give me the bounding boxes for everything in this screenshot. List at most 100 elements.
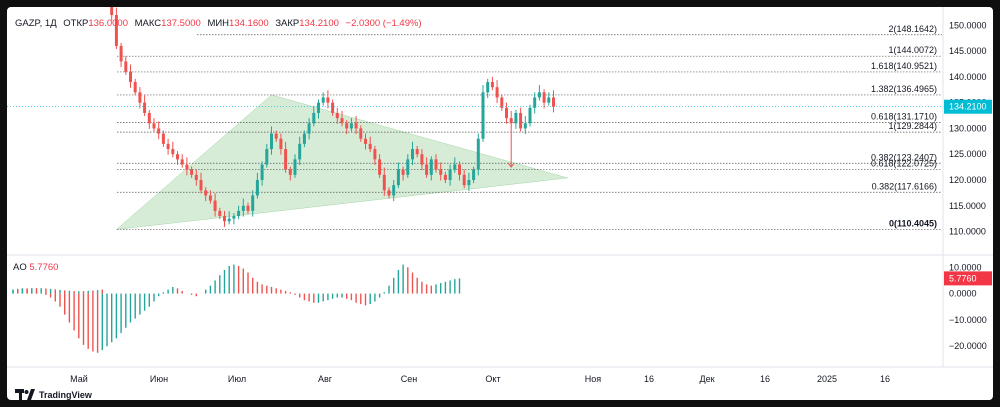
- candle-body: [284, 149, 288, 170]
- low-value: 134.1600: [229, 18, 269, 29]
- candle-body: [185, 164, 189, 170]
- candle-body: [552, 97, 555, 107]
- candle-body: [274, 133, 278, 139]
- candle-body: [157, 128, 161, 134]
- candle-body: [509, 118, 513, 124]
- candle-body: [270, 133, 273, 150]
- candle-body: [340, 118, 344, 124]
- ao-tick-label: −20.0000: [949, 341, 987, 351]
- candle-body: [317, 102, 320, 113]
- time-tick-label: 16: [760, 374, 770, 384]
- ao-tick-label: −10.0000: [949, 315, 987, 325]
- candle-body: [490, 82, 494, 88]
- fib-level-label: 0.382(117.6166): [872, 181, 937, 191]
- candle-body: [439, 169, 443, 175]
- candle-body: [133, 82, 137, 93]
- candle-body: [143, 102, 147, 113]
- candle-body: [161, 133, 165, 144]
- candle-body: [331, 102, 335, 113]
- candle-body: [119, 45, 123, 62]
- candle-body: [129, 71, 132, 83]
- price-tick-label: 130.0000: [949, 123, 987, 133]
- candle-body: [265, 149, 269, 165]
- candle-body: [500, 97, 504, 108]
- candle-body: [462, 174, 466, 186]
- candle-body: [349, 123, 353, 129]
- candle-body: [114, 15, 118, 46]
- candle-body: [476, 138, 480, 170]
- candle-body: [208, 195, 212, 201]
- candle-body: [255, 179, 259, 196]
- candle-body: [453, 164, 457, 170]
- candle-body: [335, 112, 339, 119]
- candle-body: [537, 92, 541, 98]
- candle-body: [171, 149, 175, 155]
- candle-body: [227, 218, 231, 222]
- time-tick-label: Май: [70, 374, 88, 384]
- candle-body: [396, 169, 400, 186]
- candle-body: [152, 123, 156, 129]
- chart-canvas[interactable]: 150.0000145.0000140.0000135.0000130.0000…: [7, 7, 993, 400]
- candle-body: [223, 216, 226, 222]
- candle-body: [345, 123, 349, 129]
- candle-body: [166, 143, 170, 150]
- price-tick-label: 150.0000: [949, 20, 987, 30]
- candle-body: [415, 149, 419, 155]
- candle-body: [251, 195, 255, 211]
- candle-body: [392, 185, 396, 196]
- price-tick-label: 110.0000: [949, 227, 986, 237]
- symbol-header: GAZP, 1Д ОТКР136.0000 МАКС137.5000 МИН13…: [15, 18, 426, 29]
- time-tick-label: Июн: [150, 374, 168, 384]
- candle-body: [429, 159, 433, 175]
- brand-label: TradingView: [39, 389, 92, 400]
- candle-body: [359, 128, 363, 139]
- candle-body: [176, 154, 179, 160]
- time-tick-label: Июл: [228, 374, 246, 384]
- candle-body: [194, 174, 198, 180]
- candle-body: [486, 82, 490, 93]
- ao-label[interactable]: AO: [13, 262, 27, 273]
- ao-header: AO 5.7760: [13, 262, 58, 273]
- candle-body: [505, 107, 508, 119]
- candle-body: [180, 159, 184, 165]
- tradingview-logo[interactable]: TradingView: [15, 389, 92, 400]
- candle-body: [420, 154, 424, 165]
- candle-body: [147, 112, 151, 124]
- high-label: МАКС: [134, 18, 162, 29]
- candle-body: [241, 205, 245, 211]
- candle-body: [382, 174, 386, 191]
- candle-body: [232, 216, 236, 219]
- triangle-pattern: [115, 94, 568, 230]
- candle-body: [519, 112, 523, 129]
- candle-body: [237, 210, 241, 217]
- price-tick-label: 120.0000: [949, 175, 987, 185]
- candle-body: [401, 169, 405, 175]
- candle-body: [364, 138, 367, 144]
- ao-tick-label: 10.0000: [949, 262, 982, 272]
- time-tick-label: Дек: [699, 374, 714, 384]
- symbol-label[interactable]: GAZP, 1Д: [15, 18, 57, 29]
- candle-body: [425, 164, 429, 175]
- price-tick-label: 145.0000: [949, 46, 987, 56]
- candle-body: [458, 164, 461, 175]
- close-value: 134.2100: [299, 18, 339, 29]
- fib-level-label: 0.618(131.1710): [871, 111, 937, 121]
- candle-body: [448, 169, 452, 180]
- candle-body: [387, 190, 391, 196]
- candle-body: [523, 123, 527, 129]
- fib-level-label: 1(144.0072): [888, 45, 937, 55]
- candle-body: [481, 92, 485, 139]
- candle-body: [199, 179, 203, 191]
- candle-body: [406, 159, 410, 175]
- candle-body: [547, 97, 551, 103]
- high-value: 137.5000: [161, 18, 201, 29]
- fib-level-label: 0(110.4045): [889, 218, 937, 228]
- candle-body: [307, 123, 311, 134]
- arrow-head: [507, 162, 515, 168]
- candle-body: [138, 92, 142, 103]
- price-tick-label: 115.0000: [949, 201, 986, 211]
- candle-body: [411, 149, 414, 160]
- time-tick-label: Окт: [485, 374, 500, 384]
- time-tick-label: Авг: [318, 374, 333, 384]
- candle-body: [354, 123, 358, 129]
